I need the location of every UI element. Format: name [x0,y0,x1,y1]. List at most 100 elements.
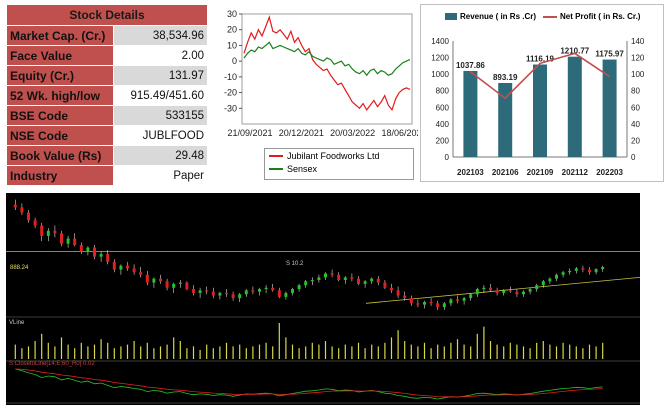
candle-body [515,291,519,295]
volume-bar [588,344,591,359]
x-tick-label: 20/12/2021 [279,128,324,138]
stock-details-header-row: Stock Details [6,4,208,26]
candle-body [343,277,347,280]
stock-detail-label: Face Value [6,45,114,66]
stock-detail-label: Equity (Cr.) [6,65,114,86]
volume-bar [60,337,63,359]
category-label: 202112 [562,168,589,177]
volume-bar [192,346,195,359]
candle-body [66,238,70,244]
volume-bar [390,337,393,359]
volume-bar [272,346,274,359]
x-tick-label: 21/09/2021 [227,128,272,138]
candle-body [271,287,275,291]
volume-bar [602,342,604,359]
stock-details-row: NSE Code JUBLFOOD [6,125,208,146]
volume-bar [239,344,241,359]
volume-bar [27,346,30,359]
candle-body [390,287,393,291]
candle-body [482,287,486,290]
stock-detail-value: 533155 [113,105,208,126]
revenue-bar-label: 1210.77 [560,47,589,56]
candle-body [258,289,261,292]
series-line-sensex [243,41,411,77]
legend-label-net-profit: Net Profit ( in Rs. Cr.) [560,12,641,21]
volume-bar [371,344,373,359]
stock-details-title: Stock Details [6,4,208,26]
volume-bar [529,348,531,359]
candle-body [218,292,222,296]
legend-swatch-net-profit [543,15,557,18]
candle-body [350,277,354,279]
candle-body [132,268,136,273]
candle-body [436,303,440,308]
net-profit-line [469,52,611,100]
volume-bar [357,342,360,359]
candle-body [383,282,387,288]
candle-body [396,290,400,296]
candle-body [456,299,459,301]
candle-body [178,282,182,284]
volume-bar [351,346,353,359]
candle-body [568,270,572,273]
volume-bar [338,348,340,359]
candle-body [244,290,248,295]
price-comparison-line-chart: 30 20 10 0 -10 -20 -30 21/09/2021 20/12/2021 20/0… [224,9,418,138]
line-chart-panel: 30 20 10 0 -10 -20 -30 21/09/2021 20/12/2021 20/0… [218,8,418,180]
candle-body [502,290,506,293]
volume-bar [489,341,492,359]
stock-detail-label: NSE Code [6,125,114,146]
right-y-tick-label: 60 [631,103,640,112]
candle-body [33,220,37,226]
candle-body [324,273,327,278]
volume-bar [437,344,439,359]
candle-body [27,212,30,221]
legend-label-revenue: Revenue ( in Rs .Cr) [460,12,537,21]
candle-body [238,294,242,299]
x-tick-label: 20/03/2022 [330,128,375,138]
volume-bar [67,344,69,359]
volume-bar [219,346,221,359]
volume-bar [575,346,577,359]
left-y-tick-label: 800 [436,87,450,96]
category-label: 202109 [527,168,554,177]
candle-body [403,295,407,299]
revenue-bar [533,64,547,157]
volume-bar [285,337,287,359]
volume-bar [186,348,188,359]
volume-bar [107,342,109,359]
left-y-tick-label: 400 [436,120,450,129]
volume-bar [397,330,399,359]
left-y-tick-label: 1000 [431,70,449,79]
volume-bar [549,344,551,359]
volume-bar [159,346,162,359]
left-y-tick-label: 200 [436,136,450,145]
volume-bar [278,323,280,359]
volume-bar [225,342,228,359]
volume-bar [305,346,307,359]
volume-bar [199,350,201,359]
level-label: 888.24 [10,265,29,271]
candle-body [442,303,446,308]
legend-swatch-revenue [445,13,457,20]
candle-body [60,233,63,244]
volume-bar [536,342,538,359]
revenue-bar [602,59,617,157]
indicator-line-fast [15,368,603,400]
candle-body [93,247,96,257]
revenue-profit-chart-panel: Revenue ( in Rs .Cr) Net Profit ( in Rs.… [420,4,664,182]
volume-bar [463,344,465,359]
volume-bar [404,341,406,359]
category-label: 202106 [492,168,519,177]
volume-bar [140,346,142,359]
revenue-bar-label: 1116.19 [526,55,555,64]
candlestick-chart: S 10.2 888.24 VLine S:ClosetoLine[14;E;6… [6,199,640,404]
volume-bar [14,344,16,359]
stock-detail-label: 52 Wk. high/low [6,85,114,106]
candle-body [40,225,44,236]
candle-body [310,279,314,282]
candle-body [126,265,129,269]
revenue-bar-label: 1175.97 [595,50,624,59]
category-label: 202103 [457,168,484,177]
volume-bar [133,341,135,359]
